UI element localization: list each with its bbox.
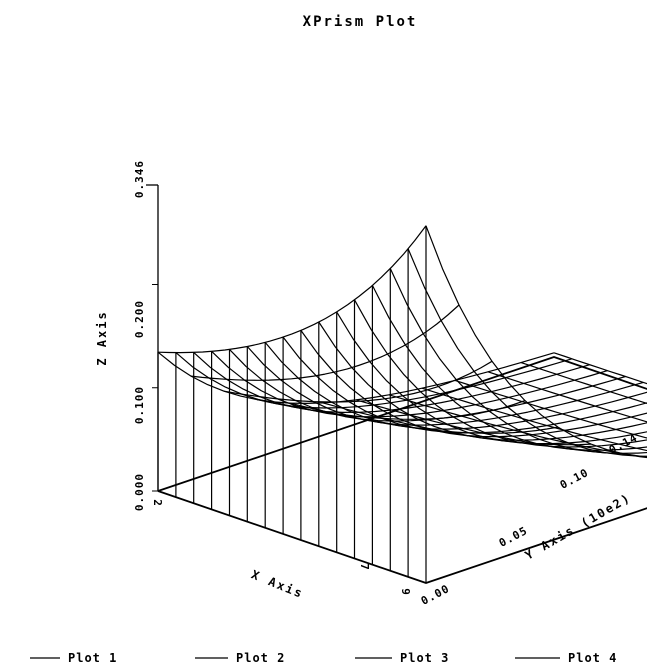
mesh-line-u: [407, 248, 647, 457]
legend-label: Plot 2: [236, 651, 285, 665]
mesh-line-v: [355, 399, 625, 455]
mesh-line-v: [454, 379, 647, 439]
z-tick-label: 0.200: [133, 300, 146, 338]
x-axis-label: X Axis: [249, 567, 306, 601]
z-axis-label: Z Axis: [95, 310, 109, 365]
mesh-line-v: [322, 402, 592, 446]
mesh-line-v: [190, 304, 460, 381]
mesh-line-u: [246, 346, 644, 426]
y-tick-label: 0.05: [497, 524, 530, 550]
floor-back-edge: [157, 356, 647, 492]
surface-mesh: [157, 225, 647, 583]
x-tick-label: 7: [358, 563, 371, 571]
legend-label: Plot 4: [568, 651, 617, 665]
mesh-line-v: [289, 402, 559, 434]
mesh-line-v: [421, 387, 647, 452]
mesh-line-v: [520, 362, 647, 405]
mesh-line-u: [425, 225, 647, 459]
legend-label: Plot 1: [68, 651, 117, 665]
mesh-line-v: [553, 352, 647, 385]
z-tick-label: 0.000: [133, 473, 146, 511]
mesh-line-v: [388, 394, 647, 458]
mesh-line-u: [282, 336, 647, 434]
z-tick-label: 0.346: [133, 160, 146, 198]
axes: [146, 184, 647, 584]
y-tick-label: 0.00: [419, 582, 452, 608]
mesh-line-v: [223, 360, 493, 403]
x-tick-label: 9: [399, 588, 412, 596]
floor-front-edge: [157, 490, 647, 584]
chart-title: XPrism Plot: [303, 14, 418, 30]
y-axis-label: Y Axis (10e2): [523, 490, 634, 562]
mesh-line-v: [487, 371, 647, 423]
mesh-line-v: [256, 399, 526, 420]
z-tick-label: 0.100: [133, 386, 146, 424]
mesh-line-v: [157, 225, 427, 354]
x-tick-label: 2: [151, 499, 164, 507]
legend: Plot 1 Plot 2 Plot 3 Plot 4: [30, 651, 617, 665]
y-tick-label: 0.10: [558, 466, 591, 492]
legend-label: Plot 3: [400, 651, 449, 665]
